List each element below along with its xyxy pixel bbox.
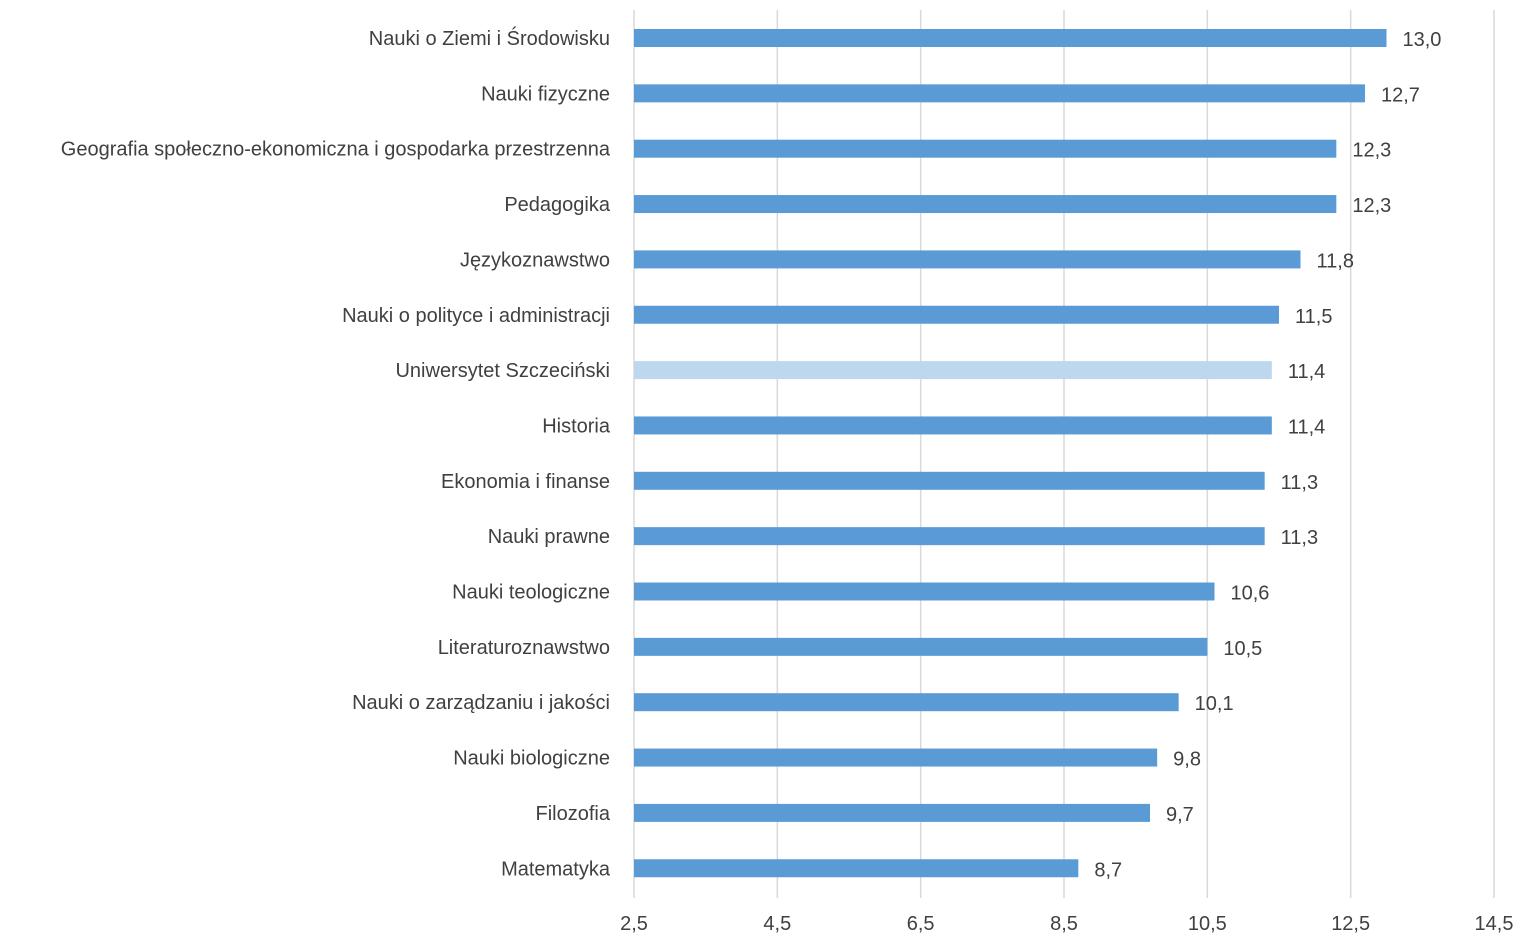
category-label: Pedagogika [504,194,611,216]
x-tick-label: 12,5 [1331,913,1370,935]
bar [634,527,1265,546]
category-label: Nauki o zarządzaniu i jakości [352,692,610,714]
value-label: 12,3 [1352,195,1391,217]
category-label: Nauki prawne [488,526,610,548]
bar [634,250,1301,269]
category-label: Nauki biologiczne [453,748,610,770]
bar [634,29,1387,47]
value-label: 11,3 [1281,527,1318,549]
value-label: 12,3 [1352,140,1391,162]
category-label: Historia [542,415,611,437]
category-label: Literaturoznawstwo [438,637,610,659]
value-label: 10,6 [1231,583,1270,605]
x-tick-label: 8,5 [1050,913,1078,935]
value-label: 11,3 [1281,472,1318,494]
x-tick-label: 14,5 [1475,913,1514,935]
bar [634,637,1208,656]
value-label: 10,1 [1195,693,1234,715]
category-label: Językoznawstwo [460,249,610,271]
category-label: Nauki teologiczne [452,582,610,604]
value-labels: 13,0 12,7 12,3 12,3 11,8 11,5 11,4 11,4 11,3 11,3… [1094,29,1441,881]
x-tick-label: 4,5 [763,913,791,935]
bar [634,84,1365,103]
x-tick-label: 10,5 [1188,913,1227,935]
bar [634,582,1215,601]
value-label: 9,8 [1173,749,1201,771]
value-label: 11,5 [1295,306,1332,328]
x-axis-ticks: 2,5 4,5 6,5 8,5 10,5 12,5 14,5 [620,913,1513,935]
value-label: 9,7 [1166,804,1194,826]
category-label: Ekonomia i finanse [441,471,610,493]
bar [634,139,1337,158]
bar [634,305,1279,324]
value-label: 10,5 [1223,638,1262,660]
bar [634,195,1337,214]
category-labels: Nauki o Ziemi i Środowisku Nauki fizyczne… [61,26,611,880]
x-tick-label: 6,5 [907,913,935,935]
category-label: Nauki fizyczne [481,83,610,105]
value-label: 11,8 [1317,250,1354,272]
category-label: Matematyka [501,858,611,880]
bar [634,693,1179,712]
bar [634,416,1272,435]
bar [634,748,1158,767]
x-tick-label: 2,5 [620,913,648,935]
bar [634,803,1150,822]
bars [634,29,1387,878]
category-label: Nauki o polityce i administracji [342,305,610,327]
category-label: Geografia społeczno-ekonomiczna i gospod… [61,139,611,161]
category-label: Filozofia [536,803,611,825]
value-label: 13,0 [1403,29,1442,51]
bar [634,471,1265,490]
value-label: 8,7 [1094,859,1122,881]
value-label: 11,4 [1288,361,1325,383]
category-label: Uniwersytet Szczeciński [395,360,610,382]
gridlines [633,10,1495,898]
bar-highlight [634,361,1272,380]
category-label: Nauki o Ziemi i Środowisku [369,26,610,50]
value-label: 12,7 [1381,84,1420,106]
value-label: 11,4 [1288,416,1325,438]
bar [634,859,1079,878]
